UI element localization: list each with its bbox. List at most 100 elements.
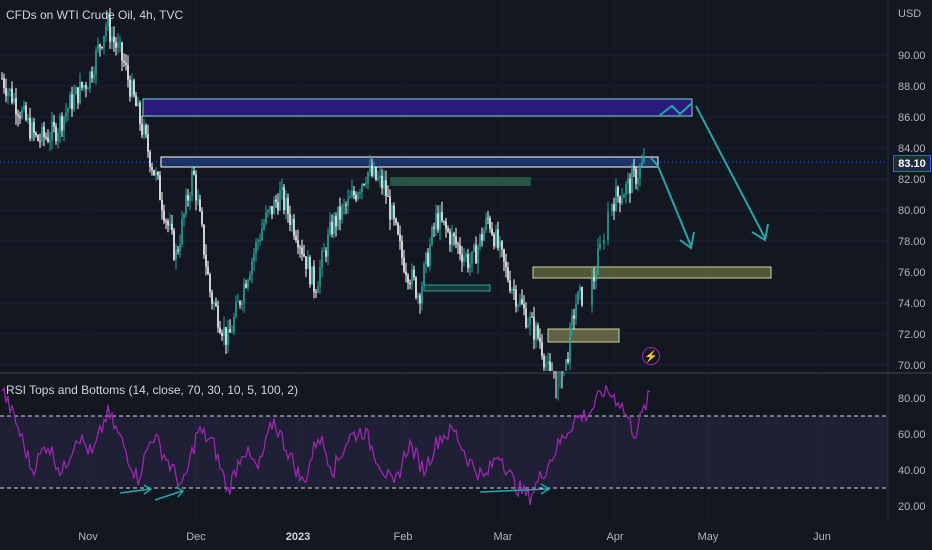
candle-body [169,223,171,226]
price-axis-label: 90.00 [898,50,926,62]
candle-body [443,220,445,222]
candle-body [327,234,329,257]
candle-body [495,229,497,247]
lightning-icon[interactable]: ⚡ [642,347,660,365]
time-axis-label: Feb [394,531,413,543]
candle-body [267,210,269,213]
price-axis-label: 84.00 [898,143,926,155]
candle-body [409,282,411,285]
candle-body [133,80,135,96]
candle-body [101,47,103,49]
candle-body [121,42,123,61]
candle-body [185,194,187,215]
price-axis-label: 74.00 [898,298,926,310]
resistance-zone-upper[interactable] [142,98,693,117]
candle-body [47,137,49,142]
candle-body [189,196,191,201]
candle-body [413,269,415,278]
candle-body [393,205,395,219]
candle-body [147,134,149,152]
candle-body [93,74,95,79]
candle-body [529,316,531,326]
candle-body [129,79,131,97]
candle-body [329,221,331,235]
candle-body [643,156,645,163]
candle-body [385,180,387,197]
candle-body [545,364,547,368]
candle-body [111,36,113,42]
candle-body [325,250,327,257]
candle-body [5,88,7,96]
candle-body [39,140,41,142]
candle-body [363,184,365,186]
candle-body [289,214,291,225]
candle-body [259,239,261,241]
demand-zone-green[interactable] [390,177,531,186]
candle-body [241,302,243,305]
time-axis-label: 2023 [286,531,310,543]
candle-body [271,206,273,215]
candle-body [511,289,513,291]
candle-body [591,277,593,306]
candle-body [7,91,9,96]
candle-body [163,210,165,221]
rsi-band-fill [0,416,888,488]
candle-body [103,35,105,48]
candle-body [273,199,275,215]
rsi-axis-label: 60.00 [898,429,926,441]
candle-body [73,94,75,110]
candle-body [55,126,57,141]
candle-body [95,50,97,75]
candle-body [21,109,23,119]
candle-body [527,325,529,328]
candle-body [37,135,39,141]
candle-body [331,221,333,235]
candle-body [543,356,545,368]
candle-body [353,190,355,196]
candle-body [51,121,53,141]
candle-body [177,249,179,252]
rsi-axis-label: 20.00 [898,501,926,513]
price-axis-label: 82.00 [898,174,926,186]
candle-body [471,251,473,264]
candle-body [69,94,71,109]
time-axis-label: Dec [186,531,206,543]
candle-body [313,266,315,292]
candle-body [615,187,617,212]
candle-body [521,299,523,305]
candle-body [117,43,119,48]
candle-body [135,95,137,107]
candle-body [361,184,363,192]
candle-body [29,117,31,139]
candle-body [219,327,221,333]
candle-body [379,175,381,178]
rsi-line [1,385,651,506]
candle-body [179,244,181,252]
candle-body [425,252,427,265]
candle-body [207,266,209,275]
resistance-zone-83[interactable] [160,156,659,168]
candle-body [143,125,145,135]
candle-body [541,342,543,357]
candle-body [387,196,389,198]
candle-body [225,327,227,345]
candle-body [291,218,293,225]
candle-body [461,254,463,262]
candle-body [607,211,609,240]
small-zone-teal[interactable] [423,284,491,292]
support-zone-76[interactable] [532,266,772,279]
candle-body [127,64,129,80]
candle-body [199,199,201,212]
candle-body [307,257,309,270]
support-zone-73[interactable] [547,328,620,343]
candle-body [445,221,447,229]
candle-body [427,252,429,267]
candle-body [31,122,33,139]
candle-body [287,197,289,215]
candle-body [107,17,109,27]
candle-body [35,132,37,136]
candle-body [533,316,535,340]
candle-body [535,325,537,340]
candle-body [623,195,625,199]
